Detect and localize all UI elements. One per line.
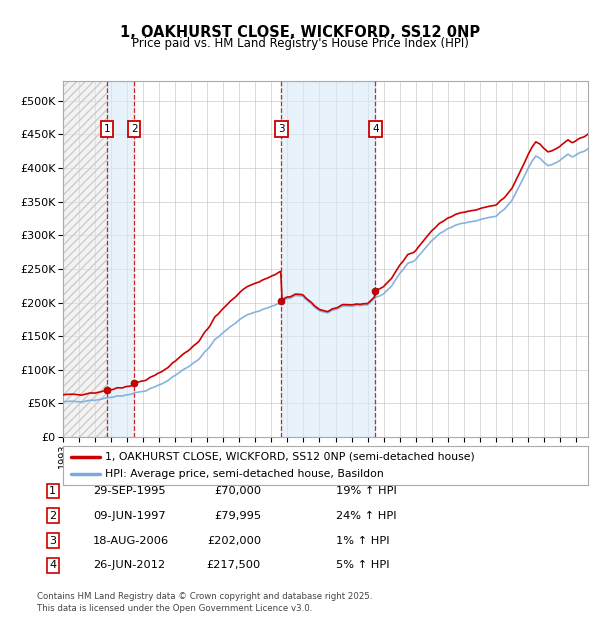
Bar	[281, 81, 376, 437]
Text: 2: 2	[49, 511, 56, 521]
Text: 09-JUN-1997: 09-JUN-1997	[93, 511, 166, 521]
Text: 29-SEP-1995: 29-SEP-1995	[93, 486, 166, 496]
Text: 2: 2	[131, 124, 137, 134]
Text: 1, OAKHURST CLOSE, WICKFORD, SS12 0NP (semi-detached house): 1, OAKHURST CLOSE, WICKFORD, SS12 0NP (s…	[105, 452, 475, 462]
Text: Price paid vs. HM Land Registry's House Price Index (HPI): Price paid vs. HM Land Registry's House …	[131, 37, 469, 50]
Text: £217,500: £217,500	[207, 560, 261, 570]
Text: 1: 1	[49, 486, 56, 496]
Text: Contains HM Land Registry data © Crown copyright and database right 2025.
This d: Contains HM Land Registry data © Crown c…	[37, 591, 373, 613]
Bar	[63, 81, 107, 437]
Text: £202,000: £202,000	[207, 536, 261, 546]
Text: 24% ↑ HPI: 24% ↑ HPI	[336, 511, 397, 521]
Text: 18-AUG-2006: 18-AUG-2006	[93, 536, 169, 546]
Text: 4: 4	[372, 124, 379, 134]
Bar	[63, 81, 107, 437]
Text: 3: 3	[49, 536, 56, 546]
Text: 5% ↑ HPI: 5% ↑ HPI	[336, 560, 389, 570]
Text: 19% ↑ HPI: 19% ↑ HPI	[336, 486, 397, 496]
Text: £79,995: £79,995	[214, 511, 261, 521]
Text: 1: 1	[104, 124, 110, 134]
Text: 3: 3	[278, 124, 285, 134]
Bar	[107, 81, 134, 437]
Text: 4: 4	[49, 560, 56, 570]
Text: 26-JUN-2012: 26-JUN-2012	[93, 560, 165, 570]
Text: £70,000: £70,000	[214, 486, 261, 496]
Text: 1, OAKHURST CLOSE, WICKFORD, SS12 0NP: 1, OAKHURST CLOSE, WICKFORD, SS12 0NP	[120, 25, 480, 40]
Text: HPI: Average price, semi-detached house, Basildon: HPI: Average price, semi-detached house,…	[105, 469, 384, 479]
Text: 1% ↑ HPI: 1% ↑ HPI	[336, 536, 389, 546]
